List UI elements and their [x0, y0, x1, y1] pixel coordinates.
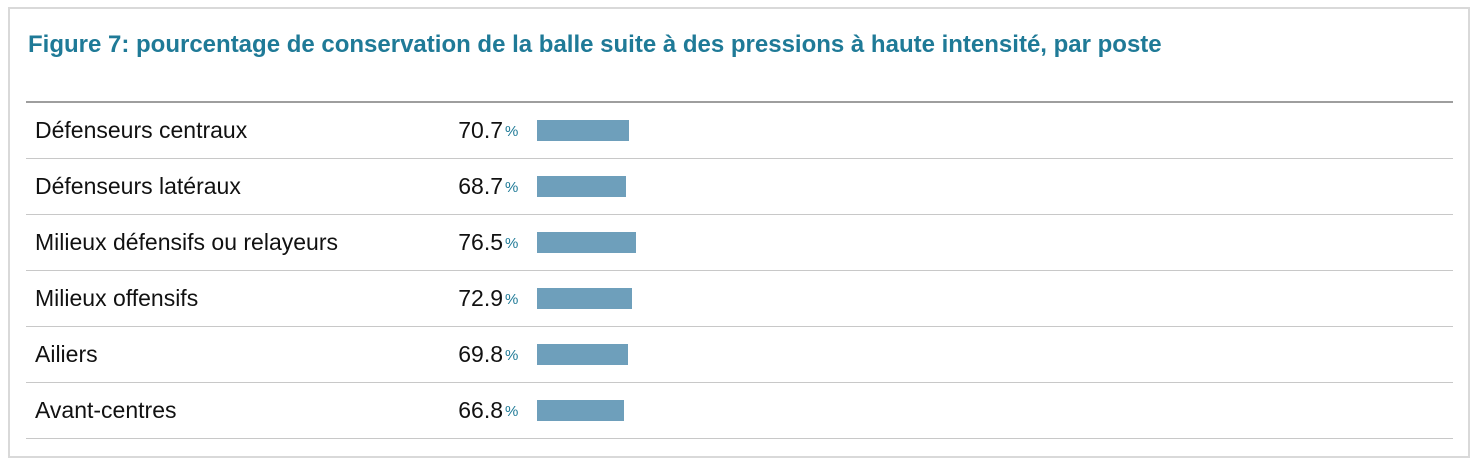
value-label: 66.8: [458, 397, 503, 423]
unit-label: %: [505, 123, 519, 140]
bar: [537, 232, 637, 253]
unit-label: %: [505, 347, 519, 364]
chart-title: Figure 7: pourcentage de conservation de…: [28, 31, 1162, 58]
unit-label: %: [505, 179, 519, 196]
table-row: Avant-centres 66.8%: [26, 383, 1453, 439]
chart-frame: Figure 7: pourcentage de conservation de…: [8, 7, 1470, 458]
category-label: Défenseurs centraux: [35, 117, 248, 143]
unit-label: %: [505, 291, 519, 308]
table-row: Défenseurs latéraux 68.7%: [26, 159, 1453, 215]
category-label: Avant-centres: [35, 397, 177, 423]
chart-table: Défenseurs centraux 70.7% Défenseurs latér…: [26, 101, 1453, 439]
value-label: 76.5: [458, 229, 503, 255]
value-label: 70.7: [458, 117, 503, 143]
value-label: 72.9: [458, 285, 503, 311]
table-row: Défenseurs centraux 70.7%: [26, 103, 1453, 159]
category-label: Défenseurs latéraux: [35, 173, 241, 199]
bar: [537, 120, 629, 141]
value-label: 69.8: [458, 341, 503, 367]
unit-label: %: [505, 403, 519, 420]
unit-label: %: [505, 235, 519, 252]
bar: [537, 400, 624, 421]
table-row: Milieux défensifs ou relayeurs 76.5%: [26, 215, 1453, 271]
category-label: Milieux défensifs ou relayeurs: [35, 229, 338, 255]
bar: [537, 176, 627, 197]
value-label: 68.7: [458, 173, 503, 199]
table-row: Ailiers 69.8%: [26, 327, 1453, 383]
category-label: Ailiers: [35, 341, 98, 367]
table-row: Milieux offensifs 72.9%: [26, 271, 1453, 327]
category-label: Milieux offensifs: [35, 285, 199, 311]
bar: [537, 344, 628, 365]
bar: [537, 288, 632, 309]
